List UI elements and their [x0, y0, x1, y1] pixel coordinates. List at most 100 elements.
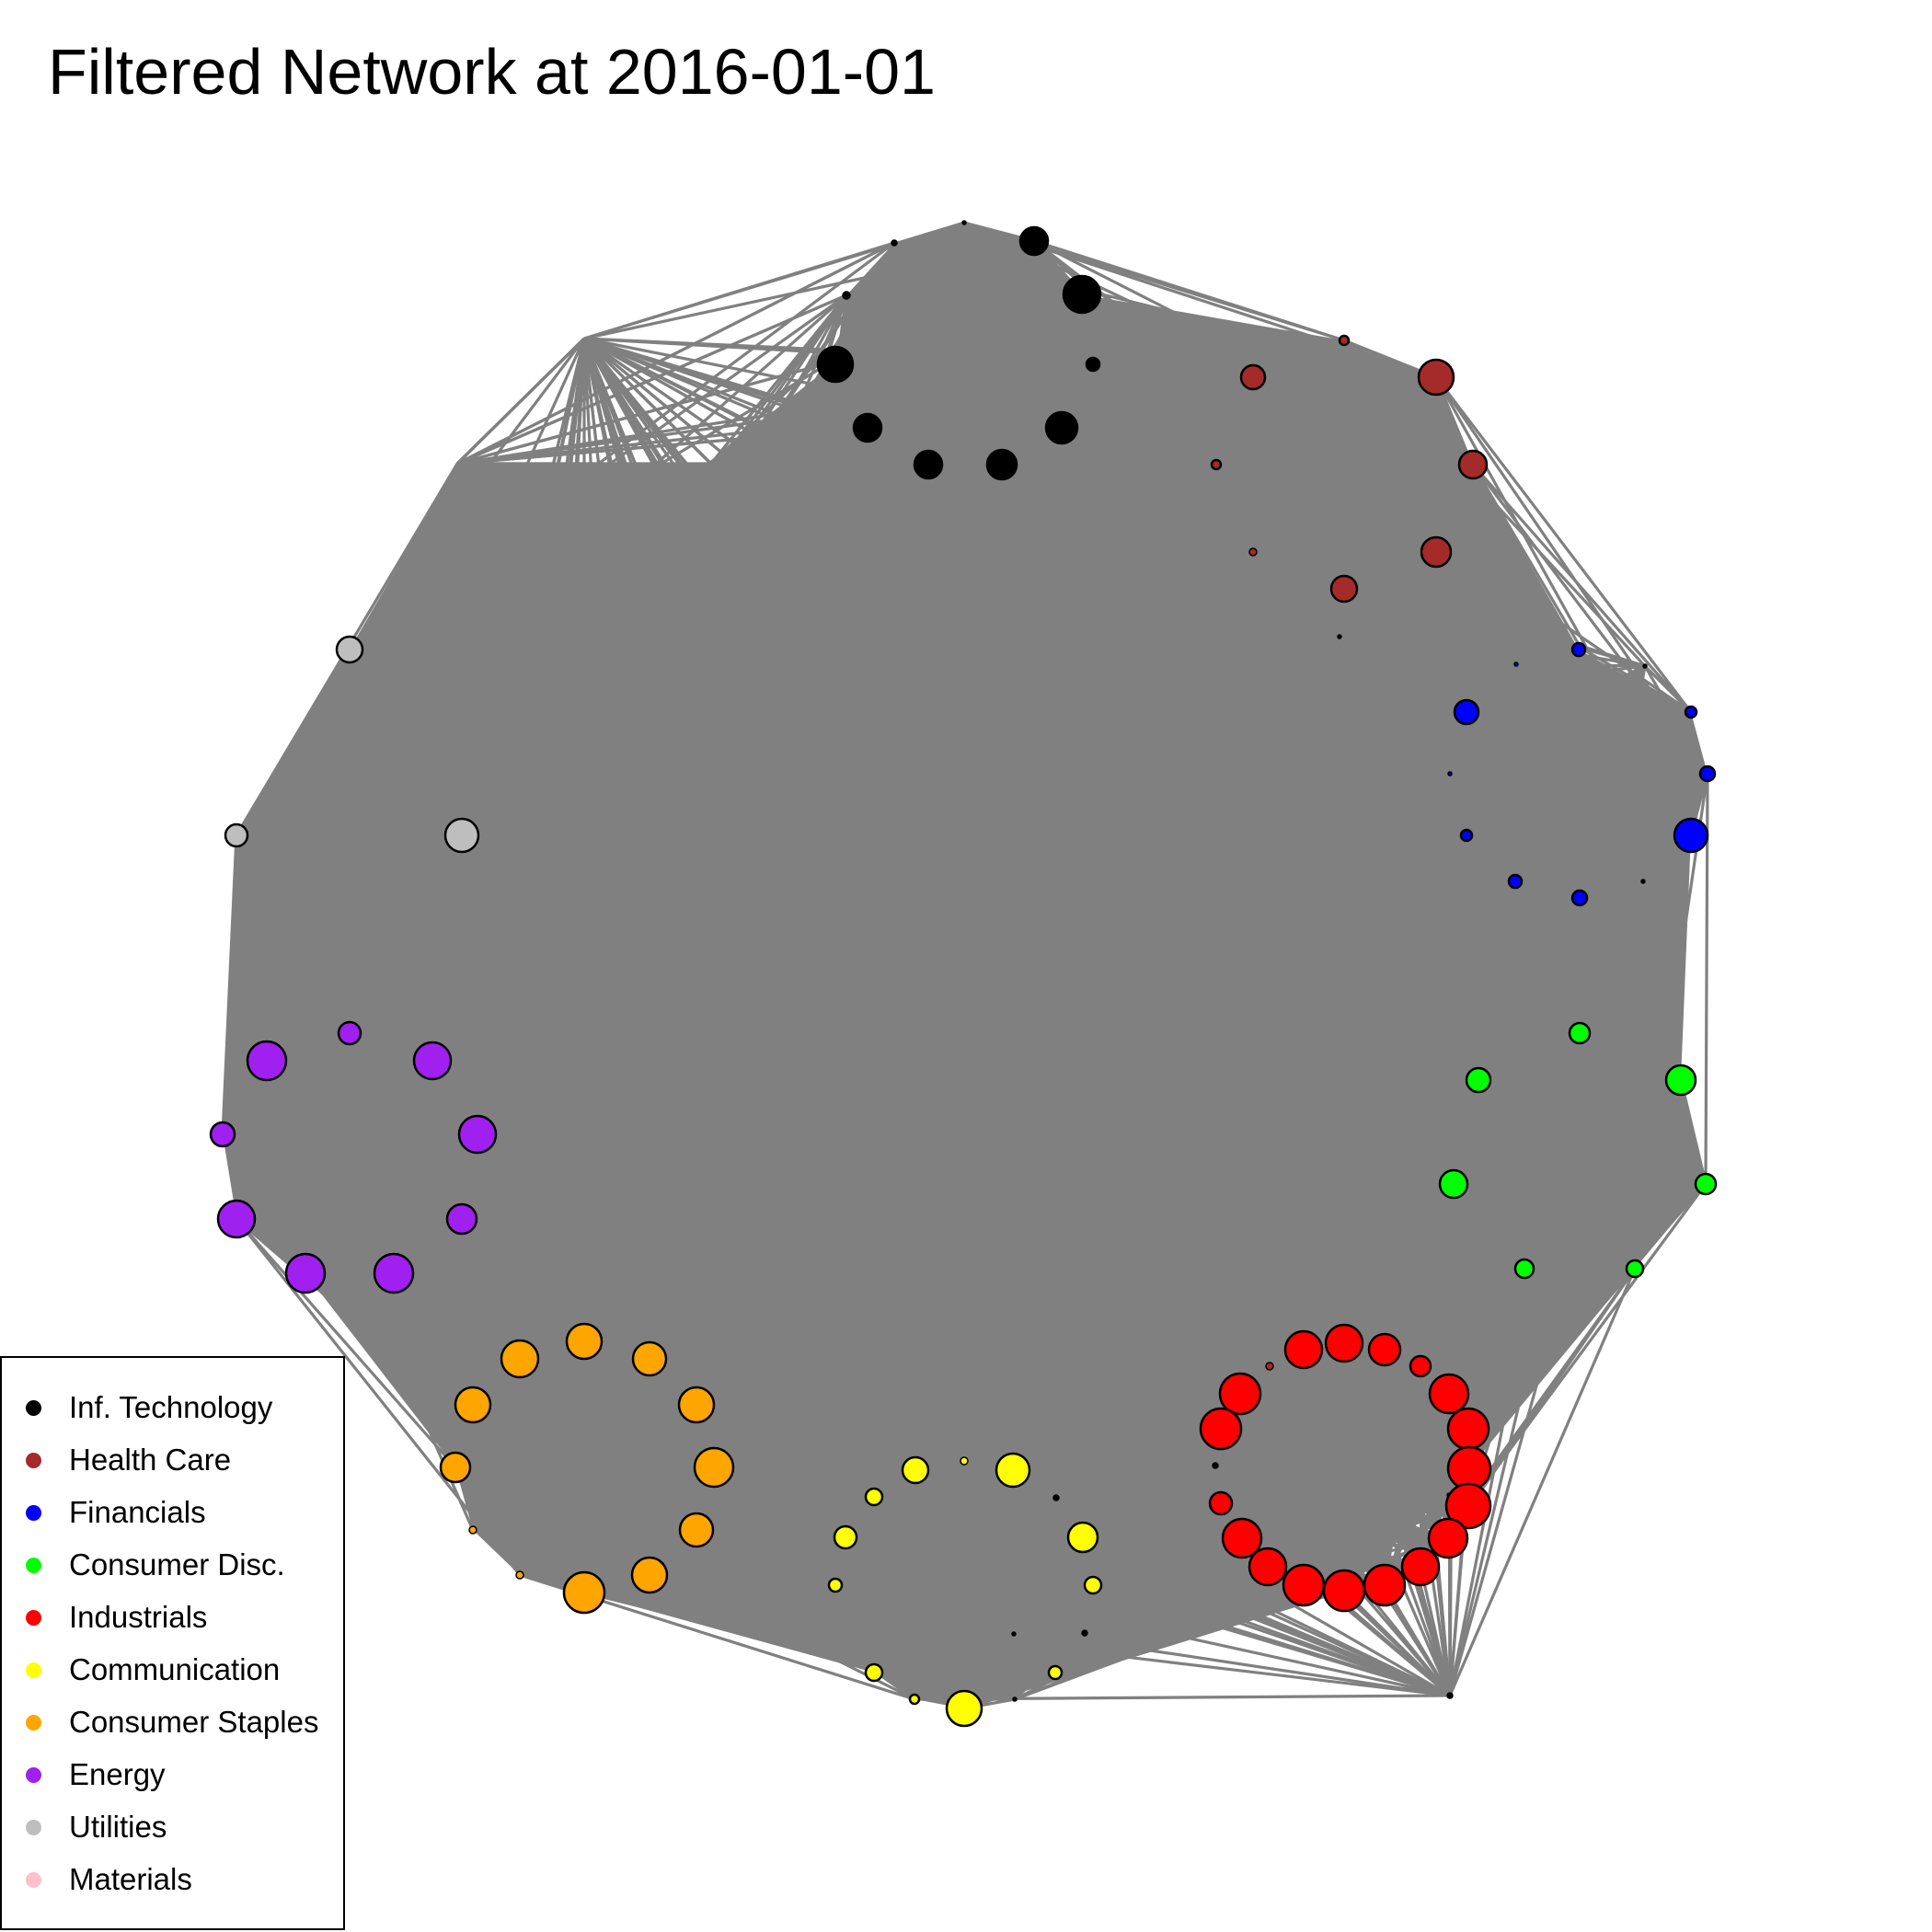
network-edge [709, 463, 966, 1462]
network-node [1337, 634, 1342, 639]
network-node [1324, 1323, 1364, 1363]
network-edge [266, 896, 1581, 1063]
network-edge [710, 462, 1580, 651]
network-edge [582, 338, 1305, 1586]
network-node [677, 1386, 716, 1424]
network-edge [709, 462, 1480, 1082]
network-node [630, 1556, 669, 1594]
network-edge [455, 463, 876, 1673]
network-edge [518, 463, 713, 1576]
network-edge [348, 1031, 716, 1469]
network-edge [235, 834, 396, 1274]
network-node [864, 1487, 884, 1507]
network-edge [455, 462, 1422, 1569]
network-edge [582, 338, 847, 1538]
network-edge [455, 463, 917, 1471]
network-node [1283, 1329, 1324, 1370]
legend-swatch-energy [26, 1766, 41, 1783]
network-edge [709, 463, 876, 1498]
network-edge [1001, 375, 1254, 466]
network-node [1081, 1629, 1088, 1637]
network-edge [265, 1060, 396, 1274]
network-edge [519, 1357, 1056, 1674]
legend-item-financials: Financials [26, 1494, 206, 1531]
network-edge [455, 463, 698, 1406]
network-edge [455, 337, 586, 466]
network-edge [1448, 1268, 1637, 1696]
network-edge [222, 1059, 433, 1136]
network-node [842, 291, 851, 300]
network-edge [305, 1271, 915, 1701]
legend-swatch-communication [26, 1662, 41, 1678]
legend-label: Utilities [69, 1810, 167, 1844]
network-edge [431, 1059, 1636, 1271]
network-edge [393, 896, 1581, 1275]
network-edge [583, 239, 1035, 340]
network-edge [349, 648, 1581, 900]
network-node [1208, 1490, 1234, 1516]
network-edge [460, 834, 586, 1593]
network-node [1265, 1362, 1274, 1371]
network-edge [1033, 239, 1345, 342]
network-node [1047, 1664, 1064, 1681]
network-edge [460, 834, 1305, 1587]
network-node [224, 822, 249, 848]
network-edge [710, 462, 1517, 666]
network-node [1420, 535, 1453, 569]
network-edge [583, 1340, 1241, 1396]
network-edge [236, 550, 1254, 837]
network-edge [1419, 1566, 1452, 1696]
network-node [631, 1340, 668, 1377]
legend-item-materials: Materials [26, 1861, 192, 1898]
network-edge [472, 1403, 965, 1710]
legend-item-utilities: Utilities [26, 1809, 167, 1846]
network-edge [1578, 897, 1708, 1185]
network-edge [460, 338, 586, 836]
network-node [335, 635, 364, 664]
network-node [1044, 410, 1079, 445]
network-edge [476, 1133, 1057, 1674]
network-node [1447, 771, 1453, 776]
network-edge [648, 463, 713, 1360]
legend-swatch-health-care [26, 1452, 41, 1468]
network-node [373, 1252, 415, 1294]
network-edge [519, 648, 1580, 1361]
network-node [1363, 1563, 1407, 1607]
network-edge [455, 463, 966, 1462]
network-node [1282, 1563, 1326, 1607]
network-edge [431, 338, 586, 1062]
network-node [246, 1040, 288, 1082]
network-edge [582, 337, 713, 466]
network-node [864, 1662, 884, 1683]
node-layer [209, 220, 1718, 1728]
network-edge [477, 1133, 1345, 1593]
network-edge [518, 463, 713, 1360]
network-edge [709, 463, 1095, 1586]
network-node [1052, 1494, 1060, 1501]
network-edge [873, 1589, 1345, 1674]
network-edge [236, 834, 1345, 1593]
network-edge [265, 1059, 876, 1674]
network-node [960, 1456, 969, 1466]
network-node [412, 1041, 453, 1081]
network-node [1066, 1521, 1099, 1554]
network-edge [456, 462, 1345, 591]
network-node [1322, 1569, 1366, 1613]
network-edge [392, 1272, 457, 1468]
network-node [457, 1114, 498, 1155]
network-node [995, 1452, 1031, 1489]
network-edge [455, 463, 586, 1593]
network-node [816, 345, 855, 384]
network-edge [393, 1271, 836, 1587]
network-edge [583, 337, 1692, 714]
legend-item-inf-technology: Inf. Technology [26, 1389, 272, 1426]
legend-swatch-consumer-disc [26, 1557, 41, 1573]
network-edge [456, 293, 847, 466]
network-edge [914, 1694, 1451, 1701]
network-node [908, 1693, 921, 1706]
network-edge [392, 1272, 586, 1593]
network-edge [471, 338, 586, 1406]
network-edge [265, 1059, 698, 1532]
network-node [1507, 873, 1524, 890]
network-edge [304, 1271, 651, 1577]
